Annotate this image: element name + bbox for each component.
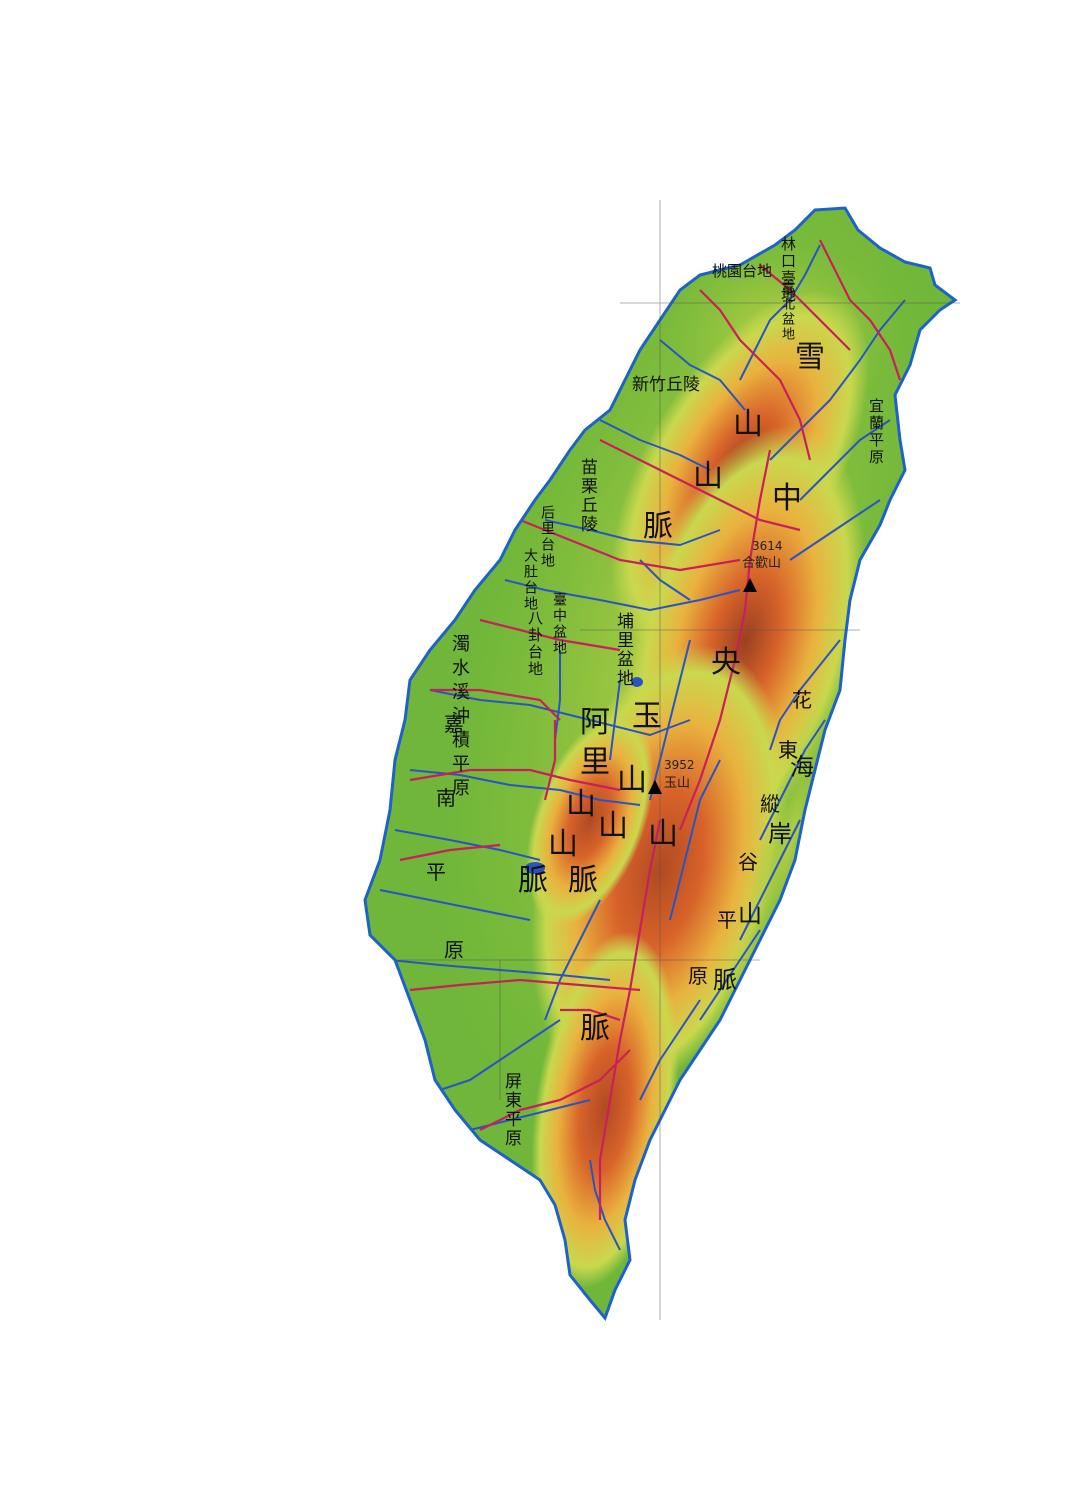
range-central-3: 山 [648, 817, 678, 852]
range-alishan-1: 阿 [580, 705, 610, 740]
hehuan-triangle-icon [743, 578, 757, 592]
graticule [400, 200, 960, 1320]
peak-yushan-name: 玉山 [664, 776, 691, 791]
range-coastal-1: 海 [790, 753, 814, 781]
region-taoyuan: 桃園台地 [712, 262, 773, 280]
range-alishan-4: 山 [548, 827, 578, 862]
range-xueshan-2: 山 [733, 407, 763, 442]
peak-hehuan-elevation: 3614 [752, 539, 783, 553]
reservoir [525, 862, 545, 874]
range-alishan-2: 里 [580, 745, 610, 780]
range-alishan-5: 脈 [518, 863, 548, 898]
plain-jianan-4: 原 [444, 938, 464, 962]
valley-1: 花 [792, 688, 812, 712]
valley-6: 原 [688, 964, 708, 988]
valley-3: 縱 [760, 792, 780, 816]
plain-jianan-1: 嘉 [444, 712, 464, 736]
region-taipei: 臺北盆地 [779, 282, 794, 342]
region-puli: 埔里盆地 [613, 612, 633, 688]
range-xueshan-4: 脈 [643, 509, 673, 544]
range-yushan-2: 山 [617, 763, 647, 798]
region-pingtung: 屏東平原 [501, 1072, 521, 1148]
range-yushan-3: 山 [598, 809, 628, 844]
range-coastal-4: 脈 [713, 966, 737, 994]
range-yushan-1: 玉 [632, 699, 662, 734]
island-terrain [365, 208, 955, 1318]
valley-5: 平 [717, 908, 737, 932]
region-miaoli: 苗栗丘陵 [577, 458, 597, 534]
plain-jianan-2: 南 [436, 786, 456, 810]
region-houli: 后里台地 [539, 505, 555, 569]
range-xueshan-1: 雪 [795, 340, 825, 375]
sun-moon-lake [631, 677, 643, 687]
range-yushan-4: 脈 [568, 863, 598, 898]
plain-jianan-3: 平 [426, 860, 446, 884]
region-taichung: 臺中盆地 [551, 592, 567, 656]
range-xueshan-3: 山 [693, 459, 723, 494]
yushan-triangle-icon [648, 780, 662, 794]
range-central-2: 央 [711, 645, 741, 680]
range-central-4: 脈 [580, 1011, 610, 1046]
range-coastal-3: 山 [738, 900, 762, 928]
region-yilan: 宜蘭平原 [867, 398, 885, 466]
peak-yushan-elevation: 3952 [664, 758, 695, 772]
road-network [399, 239, 902, 1220]
region-linkou: 林口臺地 [779, 236, 797, 304]
valley-2: 東 [778, 738, 798, 762]
peak-hehuan-name: 合歡山 [742, 556, 782, 571]
region-zhuoshui: 濁水溪沖積平原 [449, 634, 470, 802]
region-dadu: 大肚台地 [522, 548, 538, 612]
region-bagua: 八卦台地 [526, 610, 544, 678]
valley-4: 谷 [738, 850, 758, 874]
range-coastal-2: 岸 [768, 820, 792, 848]
range-central-1: 中 [772, 481, 802, 516]
region-hsinchu: 新竹丘陵 [632, 375, 700, 395]
range-alishan-3: 山 [566, 787, 596, 822]
